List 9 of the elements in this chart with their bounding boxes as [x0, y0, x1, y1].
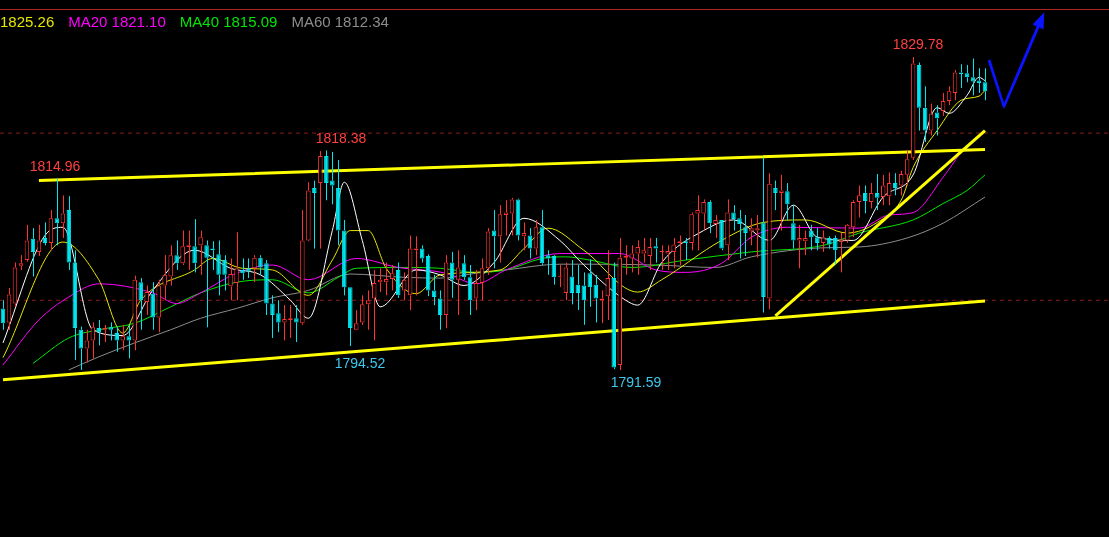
- text: 1825.26: [0, 13, 55, 30]
- annotation: 1814.96: [29, 158, 81, 174]
- text: MA40 1815.09: [179, 13, 278, 30]
- text: 1829.78: [892, 36, 944, 52]
- annotation: 1794.52: [334, 355, 386, 371]
- text: MA60 1812.34: [291, 13, 389, 30]
- text: 1791.59: [610, 374, 662, 390]
- text: MA20 1821.10: [68, 13, 166, 30]
- annotation: 1818.38: [315, 130, 367, 146]
